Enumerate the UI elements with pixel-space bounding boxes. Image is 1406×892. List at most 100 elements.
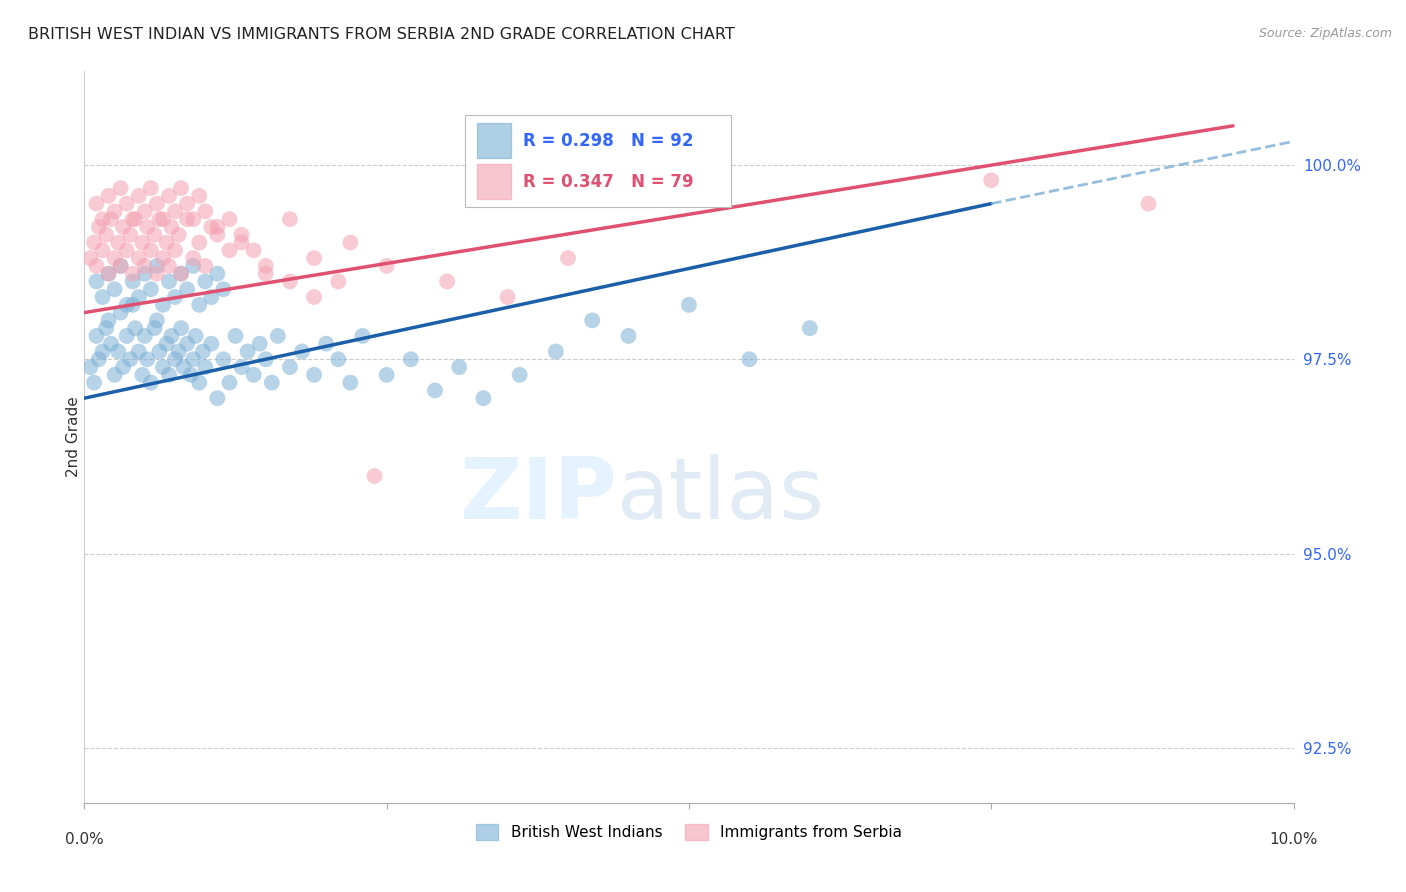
Point xyxy=(328,352,350,367)
Point xyxy=(212,282,235,296)
Point xyxy=(231,359,253,374)
Point xyxy=(91,344,114,359)
Point xyxy=(131,235,153,250)
Point xyxy=(194,359,217,374)
Point xyxy=(352,329,374,343)
Point xyxy=(136,352,159,367)
Point xyxy=(170,181,193,195)
Point xyxy=(165,204,187,219)
Point xyxy=(157,259,180,273)
Point xyxy=(139,282,162,296)
Point xyxy=(436,275,458,289)
Point xyxy=(112,359,135,374)
Point xyxy=(157,368,180,382)
Point xyxy=(176,196,198,211)
Point xyxy=(131,368,153,382)
Point xyxy=(97,313,120,327)
Point xyxy=(544,344,567,359)
Point xyxy=(167,344,190,359)
Point xyxy=(509,368,531,382)
Point xyxy=(86,259,108,273)
Text: 10.0%: 10.0% xyxy=(1270,832,1317,847)
Point xyxy=(291,344,314,359)
Point xyxy=(167,227,190,242)
Point xyxy=(121,275,143,289)
Point xyxy=(120,227,142,242)
Point xyxy=(1137,196,1160,211)
Point xyxy=(191,344,214,359)
Point xyxy=(100,212,122,227)
Text: ZIP: ZIP xyxy=(458,454,616,537)
Point xyxy=(155,235,177,250)
Point xyxy=(97,267,120,281)
Point xyxy=(581,313,603,327)
Text: BRITISH WEST INDIAN VS IMMIGRANTS FROM SERBIA 2ND GRADE CORRELATION CHART: BRITISH WEST INDIAN VS IMMIGRANTS FROM S… xyxy=(28,27,735,42)
Point xyxy=(254,259,277,273)
Point xyxy=(152,251,174,265)
Text: atlas: atlas xyxy=(616,454,824,537)
Point xyxy=(200,219,222,234)
Legend: British West Indians, Immigrants from Serbia: British West Indians, Immigrants from Se… xyxy=(470,818,908,847)
Point xyxy=(218,376,240,390)
Point xyxy=(104,204,127,219)
Point xyxy=(328,275,350,289)
Point xyxy=(181,259,204,273)
Point xyxy=(449,359,471,374)
Point xyxy=(120,352,142,367)
Point xyxy=(121,212,143,227)
Text: R = 0.298   N = 92: R = 0.298 N = 92 xyxy=(523,132,693,150)
Point xyxy=(173,359,195,374)
Point xyxy=(157,275,180,289)
Point xyxy=(94,227,117,242)
Point xyxy=(557,251,579,265)
Point xyxy=(188,189,211,203)
Point xyxy=(143,321,166,335)
Point xyxy=(339,376,361,390)
Point xyxy=(160,329,183,343)
Point xyxy=(231,227,253,242)
Point xyxy=(86,329,108,343)
Point xyxy=(188,376,211,390)
Point xyxy=(146,259,169,273)
Point xyxy=(146,313,169,327)
Point xyxy=(134,329,156,343)
Point xyxy=(302,251,325,265)
Point xyxy=(121,298,143,312)
Point xyxy=(170,267,193,281)
Point xyxy=(315,336,337,351)
Point xyxy=(236,344,259,359)
Point xyxy=(139,376,162,390)
Point xyxy=(115,298,138,312)
Point xyxy=(139,181,162,195)
Point xyxy=(184,329,207,343)
Point xyxy=(254,352,277,367)
Point xyxy=(110,259,132,273)
Point xyxy=(218,244,240,258)
Point xyxy=(496,290,519,304)
Point xyxy=(181,352,204,367)
Point xyxy=(165,290,187,304)
Point xyxy=(134,259,156,273)
Point xyxy=(207,267,229,281)
FancyBboxPatch shape xyxy=(478,164,512,200)
Point xyxy=(83,376,105,390)
Point xyxy=(302,290,325,304)
Point xyxy=(375,259,398,273)
Point xyxy=(152,212,174,227)
Point xyxy=(194,204,217,219)
Point xyxy=(472,391,495,405)
Point xyxy=(980,173,1002,187)
Point xyxy=(260,376,283,390)
FancyBboxPatch shape xyxy=(478,123,512,159)
Point xyxy=(146,196,169,211)
Point xyxy=(86,196,108,211)
Point xyxy=(104,282,127,296)
Point xyxy=(128,189,150,203)
Point xyxy=(83,235,105,250)
Point xyxy=(176,282,198,296)
Point xyxy=(79,359,101,374)
Text: R = 0.347   N = 79: R = 0.347 N = 79 xyxy=(523,173,695,191)
Point xyxy=(339,235,361,250)
Point xyxy=(110,305,132,319)
Point xyxy=(124,321,146,335)
